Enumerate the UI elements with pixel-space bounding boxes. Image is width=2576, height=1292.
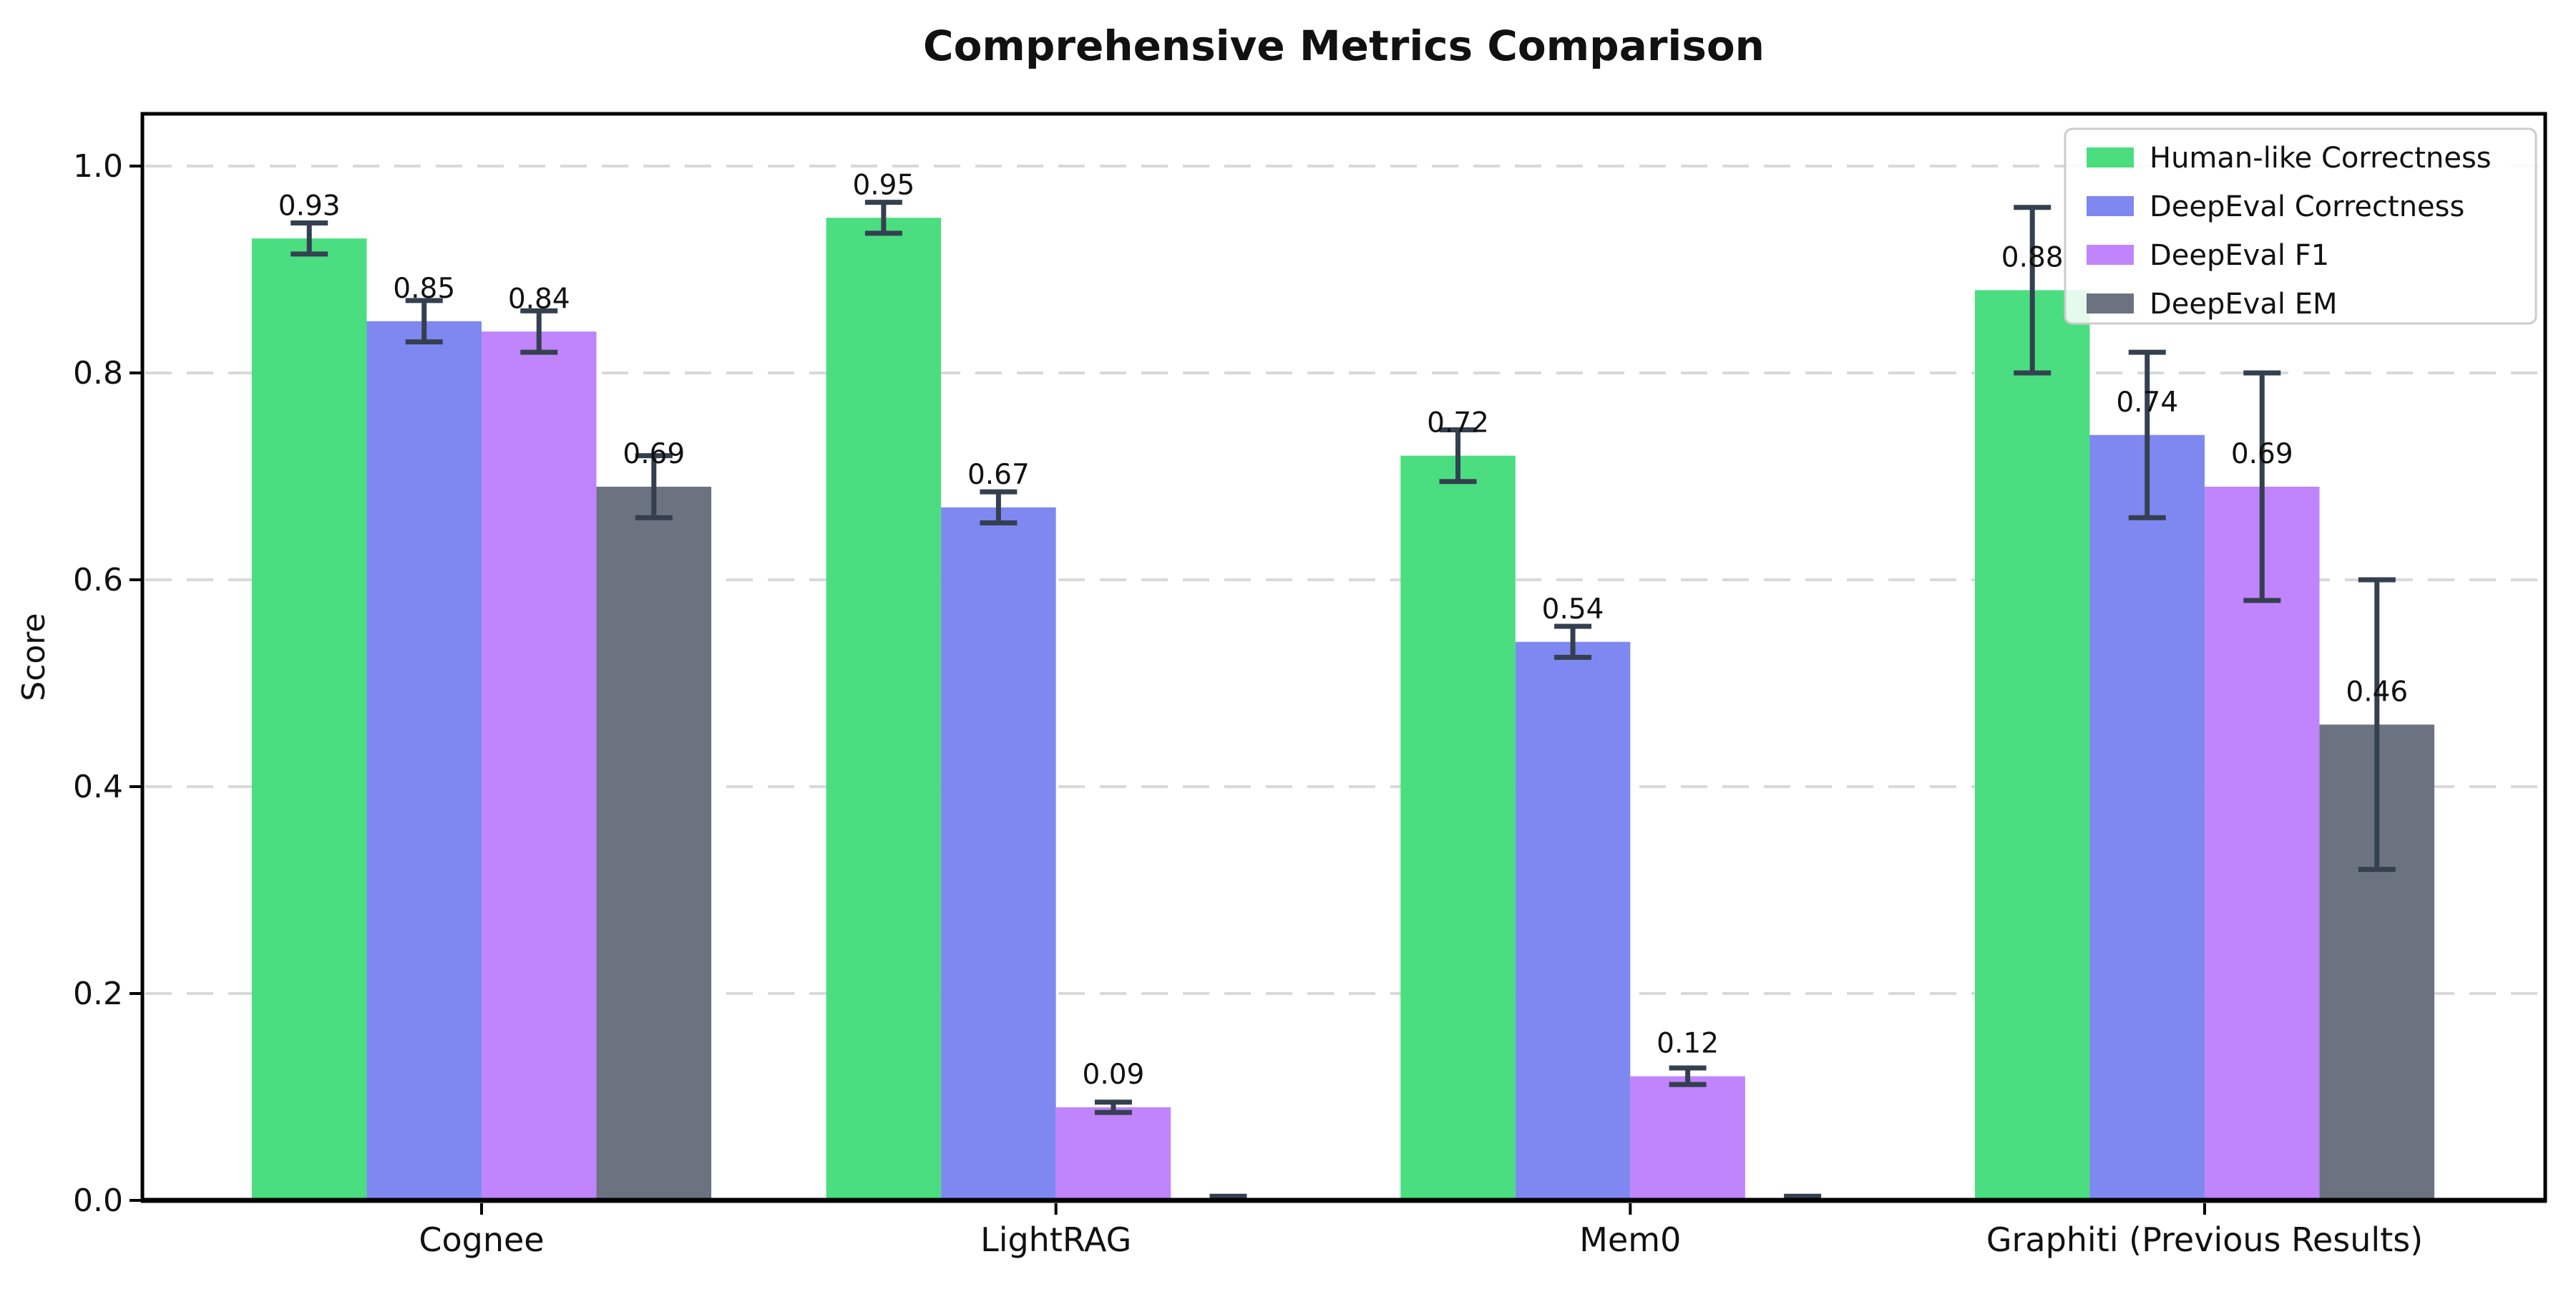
bar-graphiti-previous-results-deepeval-f1 <box>2205 486 2320 1200</box>
bar-mem0-human-like-correctness <box>1400 455 1516 1200</box>
legend-label-deepeval-em: DeepEval EM <box>2150 288 2337 321</box>
legend-box <box>2064 127 2537 325</box>
bar-lightrag-deepeval-correctness <box>941 507 1056 1200</box>
error-bars-layer <box>291 200 2396 1200</box>
bar-value-label: 0.54 <box>1542 593 1604 626</box>
legend-swatch-deepeval-correctness <box>2087 196 2134 216</box>
bar-lightrag-deepeval-f1 <box>1055 1107 1171 1200</box>
bar-mem0-deepeval-f1 <box>1630 1076 1745 1200</box>
bar-mem0-deepeval-correctness <box>1515 641 1631 1200</box>
bar-value-label: 0.88 <box>2001 242 2064 274</box>
bar-value-label: 0.84 <box>508 283 570 315</box>
bar-value-label: 0.93 <box>278 190 341 222</box>
x-tick-label-mem0: Mem0 <box>1579 1220 1681 1259</box>
y-tick-label: 1.0 <box>73 148 123 185</box>
x-tick-label-graphiti-previous-results: Graphiti (Previous Results) <box>1986 1220 2423 1259</box>
bar-cognee-human-like-correctness <box>251 238 367 1200</box>
chart-title: Comprehensive Metrics Comparison <box>923 21 1765 70</box>
bar-value-label: 0.69 <box>2231 438 2293 470</box>
legend-swatch-deepeval-em <box>2087 293 2134 314</box>
bar-value-label: 0.09 <box>1083 1059 1145 1091</box>
legend-label-deepeval-f1: DeepEval F1 <box>2150 239 2329 272</box>
bar-cognee-deepeval-f1 <box>482 331 597 1201</box>
value-labels-layer: 0.93 0.95 0.72 0.88 0.85 0.67 0.54 0.74 0.84 0.09… <box>278 169 2408 1091</box>
bar-cognee-deepeval-correctness <box>366 321 482 1200</box>
bar-graphiti-previous-results-deepeval-correctness <box>2089 434 2205 1201</box>
legend-swatch-deepeval-f1 <box>2087 245 2134 265</box>
y-tick-label: 0.2 <box>73 976 123 1012</box>
y-tick-label: 0.4 <box>73 769 123 805</box>
bar-graphiti-previous-results-human-like-correctness <box>1974 290 2090 1200</box>
legend: Human-like Correctness DeepEval Correctne… <box>2064 127 2537 325</box>
bar-value-label: 0.69 <box>623 438 685 470</box>
bar-value-label: 0.67 <box>967 459 1030 491</box>
axes-layer: 0.0 0.2 0.4 0.6 0.8 1.0 Cognee LightRAG Mem0 Grap… <box>73 112 2547 1259</box>
bar-lightrag-human-like-correctness <box>826 218 942 1200</box>
bar-value-label: 0.74 <box>2116 387 2178 419</box>
bar-value-label: 0.95 <box>852 169 914 201</box>
bar-value-label: 0.46 <box>2346 676 2408 708</box>
y-tick-label: 0.0 <box>73 1182 123 1219</box>
bar-value-label: 0.72 <box>1427 407 1489 439</box>
x-tick-label-cognee: Cognee <box>419 1220 544 1259</box>
y-tick-label: 0.6 <box>73 562 123 598</box>
bar-value-label: 0.12 <box>1657 1028 1719 1060</box>
bar-cognee-deepeval-em <box>596 486 712 1200</box>
y-axis-label: Score <box>16 613 52 701</box>
y-tick-label: 0.8 <box>73 355 123 392</box>
bar-value-label: 0.85 <box>393 273 455 305</box>
bars-layer <box>251 218 2435 1201</box>
legend-swatch-human-like-correctness <box>2087 147 2134 167</box>
legend-label-human-like-correctness: Human-like Correctness <box>2150 142 2492 175</box>
legend-label-deepeval-correctness: DeepEval Correctness <box>2150 190 2464 223</box>
x-tick-label-lightrag: LightRAG <box>980 1220 1131 1259</box>
